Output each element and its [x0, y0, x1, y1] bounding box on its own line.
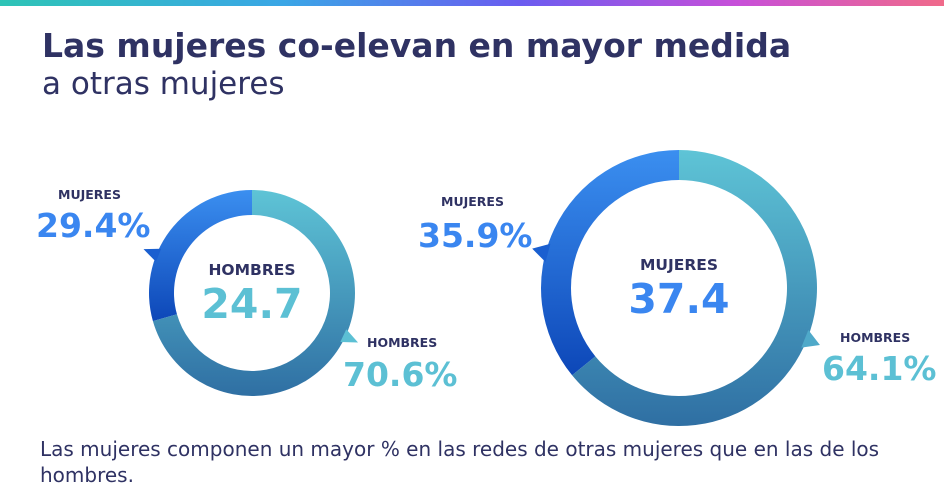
donut-2-center-label: MUJERES	[640, 256, 718, 274]
page-title: Las mujeres co-elevan en mayor medida	[42, 26, 792, 65]
donut-2-slice-hombres	[572, 150, 817, 426]
footnote-text: Las mujeres componen un mayor % en las r…	[40, 437, 880, 487]
donut-2-value-hombres: 64.1%	[822, 349, 937, 388]
donut-2-value-mujeres: 35.9%	[418, 216, 533, 255]
donut-2-label-mujeres: MUJERES	[441, 194, 504, 209]
donut-2-center-value: 37.4	[628, 275, 729, 323]
page-subtitle: a otras mujeres	[42, 66, 285, 102]
donut-2-pointer-mujeres	[532, 243, 551, 263]
donut-2-pointer-hombres	[801, 330, 820, 348]
top-gradient-strip	[0, 0, 944, 6]
donut-1-slice-mujeres	[148, 189, 252, 322]
donut-1-pointer-hombres	[340, 329, 359, 343]
donut-1-label-hombres: HOMBRES	[367, 335, 437, 350]
donut-1-pointer-mujeres	[143, 248, 162, 262]
donut-chart-1: MUJERES 29.4% HOMBRES 70.6% HOMBRES 24.7	[36, 187, 458, 396]
donut-2-slice-mujeres	[541, 150, 679, 376]
donut-chart-2: MUJERES 35.9% HOMBRES 64.1% MUJERES 37.4	[418, 150, 937, 426]
donut-2-label-hombres: HOMBRES	[840, 330, 910, 345]
donut-1-value-hombres: 70.6%	[343, 355, 458, 394]
donut-1-center-label: HOMBRES	[208, 261, 295, 279]
donut-1-label-mujeres: MUJERES	[58, 187, 121, 202]
donut-1-value-mujeres: 29.4%	[36, 206, 151, 245]
donut-1-center-value: 24.7	[201, 280, 302, 328]
